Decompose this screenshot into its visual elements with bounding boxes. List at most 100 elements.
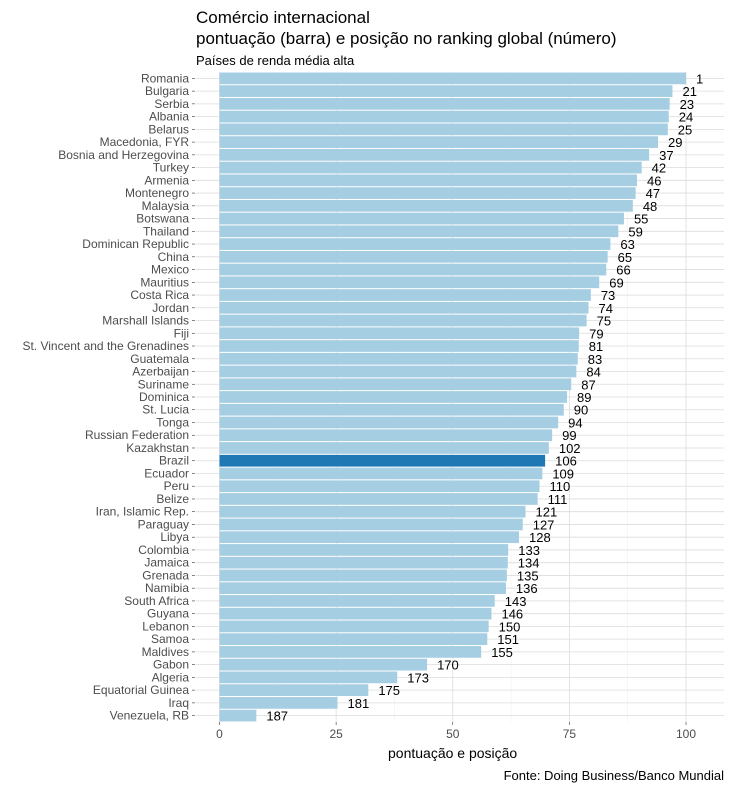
rank-label: 175 [378,683,400,698]
rank-label: 155 [491,645,513,660]
rank-label: 173 [407,670,429,685]
category-label: Algeria [152,670,190,684]
rank-label: 102 [559,441,581,456]
bar-suriname [219,378,572,391]
x-tick-label: 75 [563,727,577,741]
category-label: Colombia [138,543,189,557]
bar-brazil [219,454,546,467]
rank-label: 23 [680,97,694,112]
rank-label: 133 [518,543,540,558]
category-label: Bulgaria [145,84,189,98]
category-label: Mexico [151,263,189,277]
bar-iran-islamic-rep- [219,505,526,518]
rank-label: 146 [501,607,523,622]
rank-label: 94 [568,415,582,430]
bar-venezuela-rb [219,709,257,722]
category-label: Jamaica [144,556,189,570]
bar-tonga [219,416,559,429]
category-label: Suriname [138,377,190,391]
x-tick-label: 50 [446,727,460,741]
rank-label: 65 [618,250,632,265]
bar-thailand [219,225,619,238]
category-label: China [158,250,190,264]
bar-guyana [219,607,492,620]
bar-montenegro [219,187,636,199]
category-label: Guyana [147,607,189,621]
category-label: Lebanon [142,619,189,633]
rank-label: 63 [620,237,634,252]
category-label: Venezuela, RB [110,709,189,723]
rank-label: 37 [659,148,673,163]
category-label: Grenada [142,568,189,582]
category-label: Guatemala [130,352,189,366]
rank-label: 59 [628,224,642,239]
rank-labels: 1212324252937424647485559636566697374757… [266,71,703,723]
rank-label: 181 [348,696,370,711]
rank-label: 111 [548,492,568,507]
category-label: Peru [164,479,189,493]
rank-label: 121 [536,505,558,520]
rank-label: 21 [682,84,696,99]
rank-label: 25 [678,122,692,137]
bars [219,72,686,722]
bar-serbia [219,98,670,110]
rank-label: 83 [588,352,602,367]
bar-macedonia-fyr [219,136,659,148]
rank-label: 79 [589,326,603,341]
category-label: Equatorial Guinea [93,683,189,697]
category-label: Iraq [168,696,189,710]
category-label: Malaysia [142,199,190,213]
rank-label: 135 [517,568,539,583]
rank-label: 46 [647,173,661,188]
bar-gabon [219,658,428,671]
chart-subtitle: Países de renda média alta [196,53,355,68]
category-label: Belize [156,492,189,506]
rank-label: 42 [652,161,666,176]
bar-botswana [219,212,624,225]
category-label: Iran, Islamic Rep. [96,505,189,519]
x-tick-label: 0 [216,727,223,741]
chart-title-line-2: pontuação (barra) e posição no ranking g… [196,29,617,48]
bar-dominican-republic [219,238,611,250]
bar-mexico [219,263,607,276]
bar-azerbaijan [219,365,577,378]
rank-label: 66 [616,263,630,278]
rank-label: 134 [518,556,540,571]
rank-label: 47 [646,186,660,201]
rank-label: 106 [555,454,577,469]
category-label: Armenia [144,173,189,187]
category-label: South Africa [124,594,189,608]
bar-algeria [219,671,398,684]
category-label: Dominican Republic [82,237,189,251]
rank-label: 48 [643,199,657,214]
bar-romania [219,72,686,85]
bar-lebanon [219,620,489,633]
bar-turkey [219,161,642,174]
bar-bosnia-and-herzegovina [219,148,650,161]
rank-label: 109 [552,466,574,481]
category-label: Kazakhstan [126,441,189,455]
category-label: Belarus [148,122,189,136]
rank-label: 55 [634,212,648,227]
bar-maldives [219,646,482,658]
chart-title-line-1: Comércio internacional [196,8,370,27]
category-label: Tonga [156,415,189,429]
bar-paraguay [219,518,523,531]
category-label: Albania [149,110,189,124]
category-label: St. Vincent and the Grenadines [22,339,189,353]
category-label: Brazil [159,454,189,468]
category-label: Samoa [151,632,189,646]
category-label: Namibia [145,581,189,595]
bar-bulgaria [219,85,673,97]
rank-label: 150 [499,619,521,634]
rank-label: 87 [581,377,595,392]
bar-dominica [219,391,568,403]
bar-albania [219,110,669,123]
bar-jamaica [219,556,508,569]
category-label: Costa Rica [130,288,189,302]
bar-samoa [219,633,488,646]
rank-label: 99 [562,428,576,443]
category-label: Jordan [152,301,189,315]
bar-namibia [219,582,506,595]
bar-south-africa [219,595,495,607]
